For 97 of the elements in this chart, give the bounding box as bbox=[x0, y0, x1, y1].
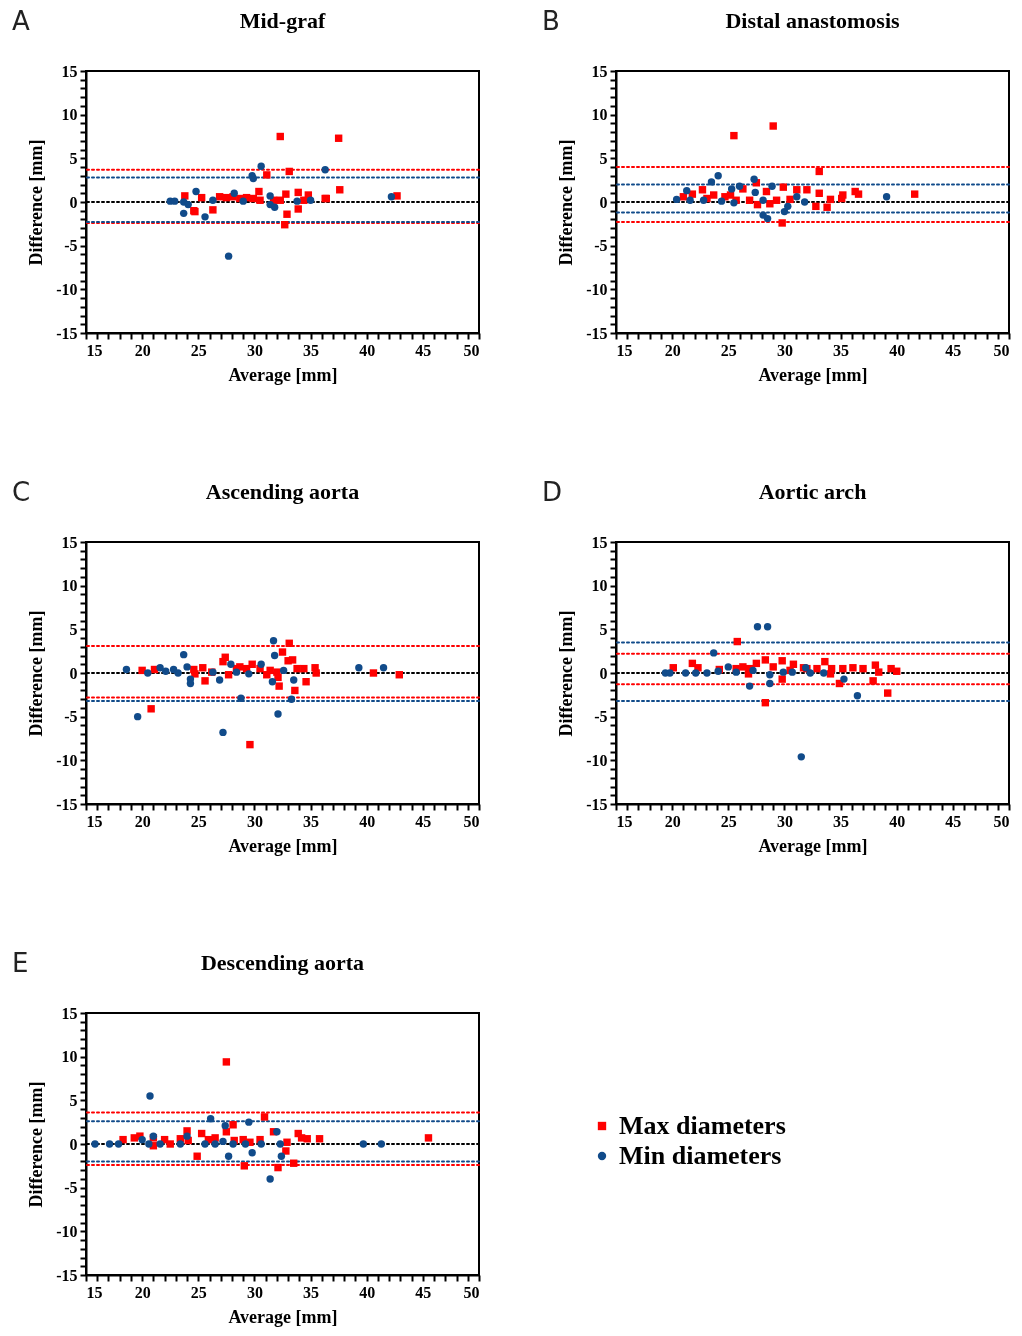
x-tick-label: 50 bbox=[463, 812, 480, 830]
x-tick-label: 35 bbox=[303, 341, 320, 359]
x-tick-label: 50 bbox=[993, 341, 1010, 359]
chart-title: Ascending aorta bbox=[205, 479, 360, 504]
x-tick-label: 30 bbox=[246, 341, 263, 359]
x-tick-label: 15 bbox=[86, 812, 103, 830]
x-tick-label: 35 bbox=[303, 812, 320, 830]
y-tick-label: 15 bbox=[61, 62, 78, 80]
x-tick-label: 35 bbox=[833, 341, 850, 359]
x-tick-label: 20 bbox=[664, 341, 681, 359]
y-axis-title: Difference [mm] bbox=[556, 610, 577, 737]
x-tick-label: 45 bbox=[415, 1283, 432, 1301]
y-tick-label: 15 bbox=[61, 1004, 78, 1022]
x-tick-label: 15 bbox=[616, 812, 633, 830]
y-tick-label: -15 bbox=[586, 795, 608, 813]
x-tick-label: 25 bbox=[720, 812, 737, 830]
y-tick-label: -10 bbox=[586, 751, 608, 769]
y-tick-label: -5 bbox=[594, 237, 608, 255]
y-tick-label: 5 bbox=[69, 1091, 78, 1109]
y-tick-label: -10 bbox=[56, 280, 78, 298]
x-axis-title: Average [mm] bbox=[228, 835, 338, 856]
y-tick-label: 10 bbox=[591, 577, 608, 595]
text: C bbox=[12, 477, 31, 507]
y-tick-label: 15 bbox=[591, 62, 608, 80]
x-tick-label: 25 bbox=[720, 341, 737, 359]
y-tick-label: -15 bbox=[56, 324, 78, 342]
chart-title: Distal anastomosis bbox=[725, 8, 901, 33]
x-tick-label: 25 bbox=[190, 812, 207, 830]
y-tick-label: -10 bbox=[56, 751, 78, 769]
x-axis-title: Average [mm] bbox=[228, 364, 338, 385]
y-tick-label: 0 bbox=[599, 664, 608, 682]
y-axis-title: Difference [mm] bbox=[26, 1081, 47, 1208]
y-tick-label: 10 bbox=[591, 106, 608, 124]
y-tick-label: -10 bbox=[586, 280, 608, 298]
x-tick-label: 30 bbox=[776, 812, 793, 830]
x-tick-label: 20 bbox=[134, 1283, 151, 1301]
x-tick-label: 45 bbox=[945, 812, 962, 830]
y-tick-label: 5 bbox=[599, 149, 608, 167]
y-tick-label: 0 bbox=[69, 1135, 78, 1153]
legend-label: Min diameters bbox=[619, 1141, 782, 1170]
y-axis-title: Difference [mm] bbox=[26, 610, 47, 737]
y-axis-title: Difference [mm] bbox=[556, 139, 577, 266]
x-tick-label: 25 bbox=[190, 1283, 207, 1301]
y-axis-title: Difference [mm] bbox=[26, 139, 47, 266]
x-tick-label: 45 bbox=[945, 341, 962, 359]
x-tick-label: 50 bbox=[463, 1283, 480, 1301]
x-tick-label: 20 bbox=[664, 812, 681, 830]
y-tick-label: -15 bbox=[56, 1266, 78, 1284]
y-tick-label: -5 bbox=[64, 1179, 78, 1197]
x-tick-label: 50 bbox=[463, 341, 480, 359]
y-tick-label: -5 bbox=[64, 708, 78, 726]
x-tick-label: 25 bbox=[190, 341, 207, 359]
x-tick-label: 15 bbox=[86, 341, 103, 359]
y-tick-label: -5 bbox=[594, 708, 608, 726]
x-tick-label: 30 bbox=[246, 812, 263, 830]
x-tick-label: 35 bbox=[833, 812, 850, 830]
x-tick-label: 45 bbox=[415, 812, 432, 830]
x-tick-label: 45 bbox=[415, 341, 432, 359]
y-tick-label: 10 bbox=[61, 577, 78, 595]
y-tick-label: 5 bbox=[599, 620, 608, 638]
x-tick-label: 15 bbox=[616, 341, 633, 359]
x-tick-label: 20 bbox=[134, 812, 151, 830]
x-tick-label: 15 bbox=[86, 1283, 103, 1301]
chart-title: Aortic arch bbox=[758, 479, 867, 504]
y-tick-label: 0 bbox=[69, 664, 78, 682]
x-tick-label: 35 bbox=[303, 1283, 320, 1301]
y-tick-label: 15 bbox=[591, 533, 608, 551]
x-tick-label: 40 bbox=[359, 1283, 376, 1301]
y-tick-label: 5 bbox=[69, 149, 78, 167]
chart-title: Descending aorta bbox=[200, 950, 365, 975]
y-tick-label: 0 bbox=[69, 193, 78, 211]
y-tick-label: 10 bbox=[61, 106, 78, 124]
y-tick-label: -10 bbox=[56, 1222, 78, 1240]
text: D bbox=[542, 477, 563, 507]
x-tick-label: 30 bbox=[246, 1283, 263, 1301]
text: A bbox=[12, 6, 30, 36]
legend-label: Max diameters bbox=[619, 1111, 786, 1140]
x-tick-label: 40 bbox=[889, 341, 906, 359]
x-tick-label: 30 bbox=[776, 341, 793, 359]
x-axis-title: Average [mm] bbox=[758, 364, 868, 385]
y-tick-label: -15 bbox=[56, 795, 78, 813]
y-tick-label: 10 bbox=[61, 1048, 78, 1066]
x-tick-label: 40 bbox=[889, 812, 906, 830]
x-tick-label: 40 bbox=[359, 812, 376, 830]
x-tick-label: 40 bbox=[359, 341, 376, 359]
x-tick-label: 50 bbox=[993, 812, 1010, 830]
y-tick-label: -5 bbox=[64, 237, 78, 255]
x-axis-title: Average [mm] bbox=[758, 835, 868, 856]
chart-title: Mid-graf bbox=[239, 8, 326, 33]
y-tick-label: -15 bbox=[586, 324, 608, 342]
y-tick-label: 5 bbox=[69, 620, 78, 638]
x-axis-title: Average [mm] bbox=[228, 1306, 338, 1327]
text: E bbox=[12, 948, 29, 978]
text: B bbox=[542, 6, 560, 36]
x-tick-label: 20 bbox=[134, 341, 151, 359]
y-tick-label: 0 bbox=[599, 193, 608, 211]
y-tick-label: 15 bbox=[61, 533, 78, 551]
